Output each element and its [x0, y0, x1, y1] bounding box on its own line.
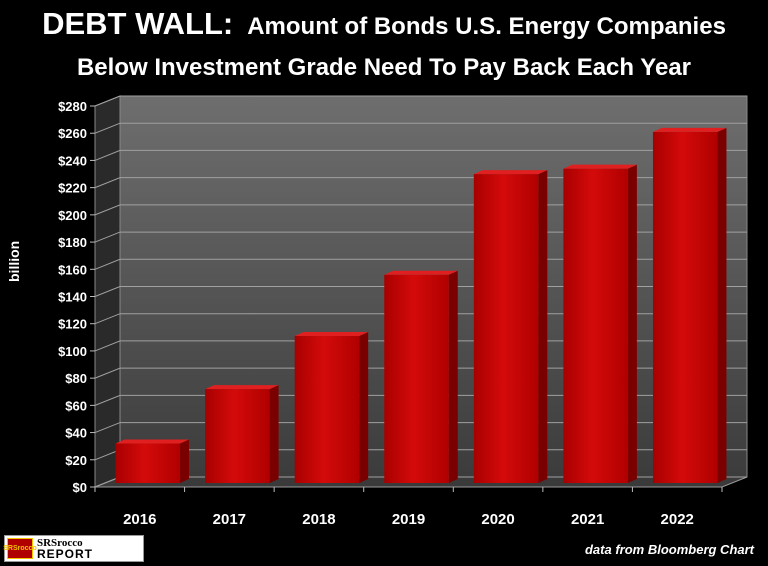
x-tick-label: 2020 [481, 511, 514, 528]
y-tick-label: $200 [58, 208, 87, 223]
bars [115, 127, 727, 484]
bar-2017 [205, 385, 279, 483]
y-tick-label: $40 [65, 426, 87, 441]
x-axis-ticks: 2016 2017 2018 2019 2020 2021 2022 [94, 487, 723, 528]
bar-top [294, 332, 369, 337]
bar-side [180, 439, 190, 483]
bar-front [115, 443, 181, 483]
y-tick-label: $0 [73, 480, 87, 495]
bar-side [359, 332, 369, 483]
x-tick-label: 2019 [392, 511, 425, 528]
bar-side [448, 270, 458, 483]
bar-2019 [384, 270, 458, 483]
bar-side [627, 164, 637, 484]
chart-subtitle: Below Investment Grade Need To Pay Back … [76, 54, 692, 81]
bar-2021 [563, 164, 637, 484]
gridline [94, 122, 747, 134]
y-tick-label: $80 [65, 371, 87, 386]
y-tick-label: $280 [58, 99, 87, 114]
bar-front [563, 168, 628, 484]
y-tick-label: $240 [58, 153, 87, 168]
bar-front [652, 131, 718, 483]
logo-line1: SRSrocco [37, 536, 83, 549]
y-tick-label: $180 [58, 235, 87, 250]
source-note: data from Bloomberg Chart [584, 542, 754, 557]
y-tick-label: $20 [65, 453, 87, 468]
bar-2016 [115, 439, 190, 483]
chart-title: DEBT WALL: Amount of Bonds U.S. Energy Co… [0, 6, 768, 54]
x-tick-label: 2022 [661, 511, 694, 528]
bar-top [652, 127, 727, 132]
chart-title-sub: Amount of Bonds U.S. Energy Companies [247, 13, 726, 40]
x-tick-label: 2016 [123, 511, 156, 528]
x-tick-label: 2018 [302, 511, 335, 528]
x-tick-label: 2017 [213, 511, 246, 528]
bar-top [473, 170, 548, 175]
chart-title-main: DEBT WALL: [42, 6, 234, 41]
y-tick-label: $160 [58, 262, 87, 277]
x-tick-label: 2021 [571, 511, 604, 528]
bar-front [384, 274, 449, 483]
y-tick-label: $260 [58, 126, 87, 141]
y-tick-label: $140 [58, 290, 87, 305]
y-axis-ticks: $0 $20 $40 $60 $80 $100 $120 $140 $160 $180 $200 $2… [58, 99, 95, 495]
bar-side [717, 127, 727, 483]
logo-text: SRSrocco REPORT [37, 536, 94, 561]
bar-side [269, 385, 279, 483]
logo-line2: REPORT [37, 546, 94, 561]
bar-top [384, 270, 458, 275]
y-tick-label: $120 [58, 317, 87, 332]
gridline [94, 95, 747, 107]
bar-top [115, 439, 190, 444]
bar-top [205, 385, 279, 390]
bar-2020 [473, 170, 548, 483]
bar-front [473, 174, 539, 483]
bar-front [294, 336, 360, 483]
bar-side [538, 170, 548, 483]
bar-top [563, 164, 637, 169]
srsrocco-logo: SRSrocco SRSrocco REPORT [3, 535, 144, 562]
y-tick-label: $100 [58, 344, 87, 359]
bar-2022 [652, 127, 727, 483]
y-tick-label: $220 [58, 181, 87, 196]
y-tick-label: $60 [65, 398, 87, 413]
gridline [94, 149, 747, 161]
bar-front [205, 389, 270, 483]
logo-badge-icon: SRSrocco [3, 538, 37, 559]
bar-2018 [294, 332, 369, 483]
